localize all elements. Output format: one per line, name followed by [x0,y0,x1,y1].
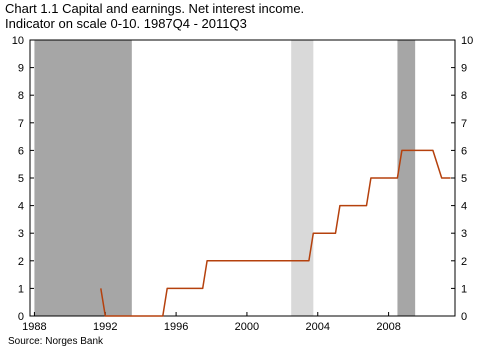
chart-title-line-2: Indicator on scale 0-10. 1987Q4 - 2011Q3 [5,16,247,31]
y-tick-label-left-7: 7 [18,118,24,130]
y-tick-label-left-4: 4 [18,201,24,213]
shaded-period-dark-0 [34,40,132,316]
shaded-period-light-1 [291,40,314,316]
y-tick-label-left-10: 10 [12,35,24,47]
y-tick-label-right-10: 10 [461,35,473,47]
y-tick-label-right-6: 6 [461,145,467,157]
x-tick-label-1988: 1988 [22,321,46,333]
y-tick-label-left-3: 3 [18,228,24,240]
y-tick-label-left-6: 6 [18,145,24,157]
y-tick-label-right-3: 3 [461,228,467,240]
y-tick-label-left-8: 8 [18,90,24,102]
y-tick-label-right-8: 8 [461,90,467,102]
y-tick-label-left-0: 0 [18,311,24,323]
chart-title: Chart 1.1 Capital and earnings. Net inte… [5,1,304,31]
x-tick-label-2000: 2000 [235,321,259,333]
y-tick-label-left-5: 5 [18,173,24,185]
y-tick-label-left-9: 9 [18,63,24,75]
y-tick-label-right-4: 4 [461,201,467,213]
source-note: Source: Norges Bank [8,336,104,347]
series-line-0 [100,149,451,317]
chart-title-line-1: Chart 1.1 Capital and earnings. Net inte… [5,1,305,16]
x-tick-label-1992: 1992 [93,321,117,333]
y-tick-label-right-2: 2 [461,256,467,268]
x-tick-label-1996: 1996 [164,321,188,333]
y-tick-label-right-9: 9 [461,63,467,75]
y-tick-label-right-1: 1 [461,283,467,295]
y-tick-label-right-5: 5 [461,173,467,185]
shaded-period-dark-2 [397,40,416,316]
y-tick-label-right-7: 7 [461,118,467,130]
y-tick-label-right-0: 0 [461,311,467,323]
y-tick-label-left-1: 1 [18,283,24,295]
y-tick-label-left-2: 2 [18,256,24,268]
x-tick-label-2004: 2004 [306,321,330,333]
x-tick-label-2008: 2008 [376,321,400,333]
